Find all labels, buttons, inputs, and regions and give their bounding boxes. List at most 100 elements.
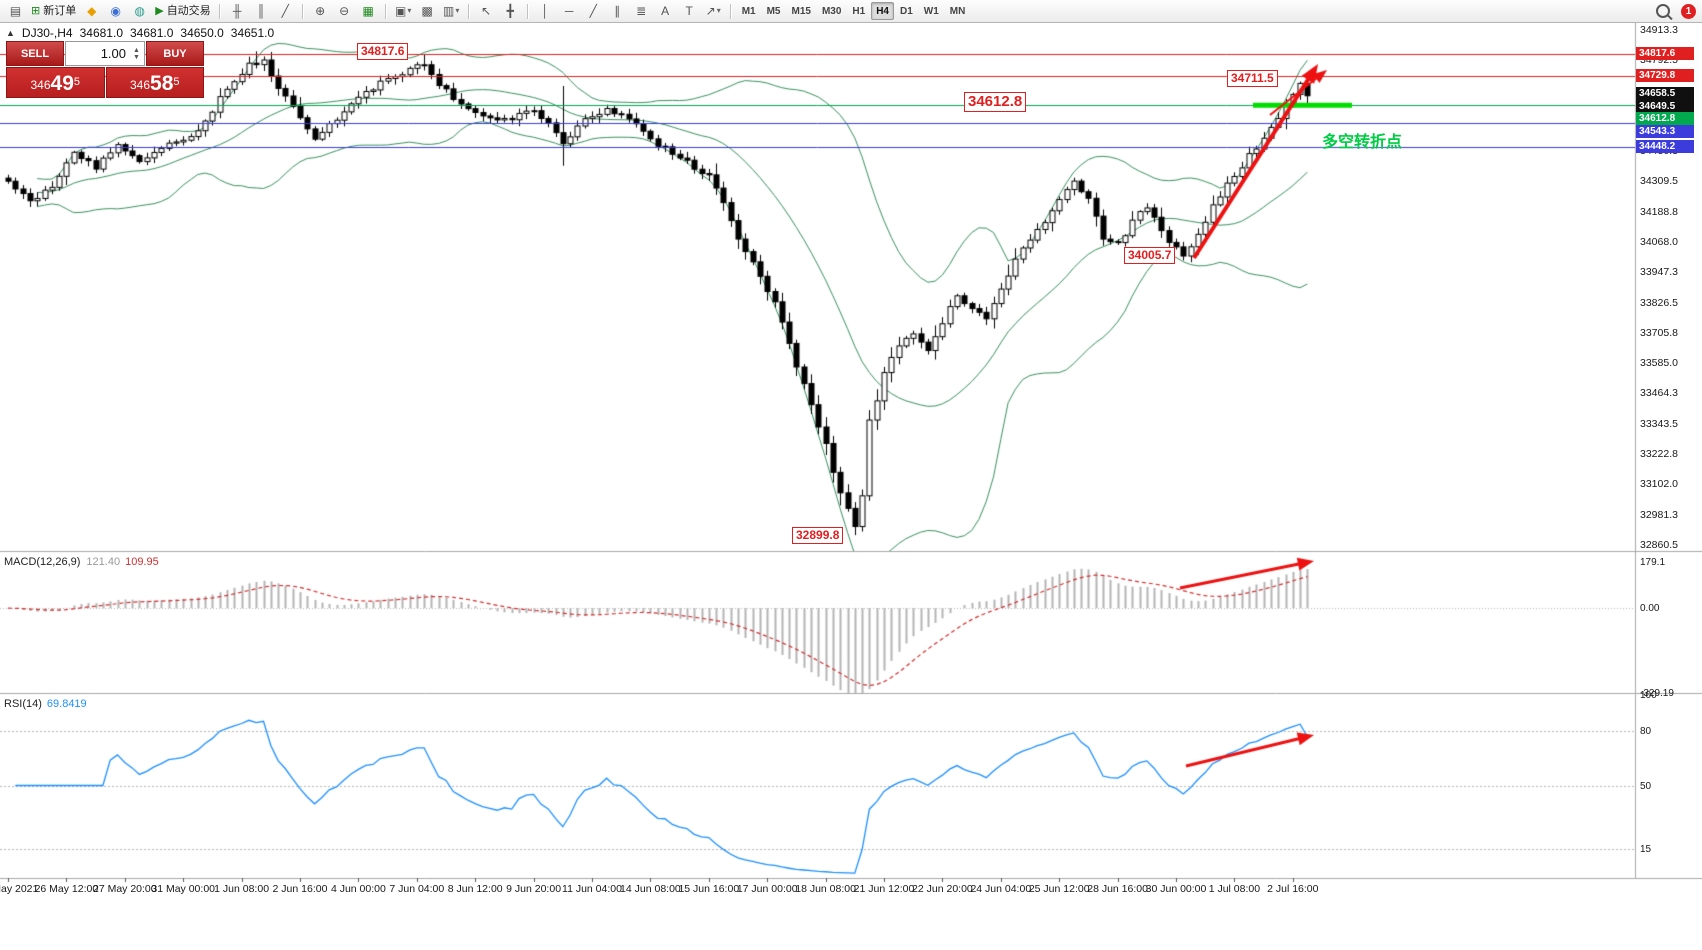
toolbar-separator	[218, 3, 221, 19]
price-axis-tick: 33222.8	[1640, 448, 1678, 461]
dropdown-arrow-icon: ▾	[716, 6, 721, 15]
price-axis-tick: 33343.5	[1640, 417, 1678, 430]
price-axis-tick: 33826.5	[1640, 296, 1678, 309]
new-order-button[interactable]: ⊞ 新订单	[28, 1, 79, 21]
channel-tool-icon[interactable]: ∥	[614, 4, 621, 18]
tile-windows-icon[interactable]: ▣ ▾	[395, 4, 412, 18]
timeframe-mn-button[interactable]: MN	[949, 5, 966, 17]
vertical-line-tool-icon[interactable]: │	[541, 4, 549, 18]
bar-chart-type-icon[interactable]: ╫	[232, 4, 242, 18]
macd-signal-value: 109.95	[125, 556, 159, 568]
price-axis-tick: 33585.0	[1640, 357, 1678, 370]
search-icon[interactable]	[1656, 4, 1670, 18]
price-axis-tick: 34309.5	[1640, 175, 1678, 188]
toolbar-separator	[467, 3, 470, 19]
level-price-box: 34543.3	[1636, 124, 1694, 138]
text-tool-icon[interactable]: A	[661, 4, 670, 18]
level-price-box: 34817.6	[1636, 47, 1694, 61]
lot-size-input[interactable]	[66, 45, 128, 62]
time-axis-label: 18 Jun 08:00	[795, 883, 856, 895]
price-callout: 34612.8	[964, 92, 1027, 112]
symbol-icon: ▲	[6, 28, 15, 38]
data-window-icon[interactable]: ◍	[134, 4, 145, 18]
lot-decrease-icon[interactable]: ▼	[133, 53, 140, 61]
timeframe-w1-button[interactable]: W1	[923, 5, 939, 17]
time-axis-label: 1 Jun 08:00	[214, 883, 270, 895]
new-order-icon: ⊞	[31, 5, 41, 17]
timeframe-h4-button[interactable]: H4	[871, 2, 894, 20]
price-callout: 34817.6	[357, 43, 409, 60]
time-axis-label: 25 May 2021	[0, 883, 39, 895]
autotrade-label: 自动交易	[166, 5, 211, 17]
rsi-value: 69.8419	[46, 698, 87, 710]
timeframe-m30-button[interactable]: M30	[821, 5, 842, 17]
autotrade-play-icon: ▶	[155, 5, 164, 17]
cursor-icon[interactable]: ↖	[481, 4, 492, 18]
timeframe-m1-button[interactable]: M1	[741, 5, 756, 17]
sell-button[interactable]: SELL	[6, 41, 64, 66]
time-axis-label: 2 Jun 16:00	[272, 883, 328, 895]
crosshair-icon[interactable]: ╋	[506, 4, 514, 18]
time-axis-label: 8 Jun 12:00	[447, 883, 503, 895]
timeframe-m5-button[interactable]: M5	[766, 5, 781, 17]
trendline-tool-icon[interactable]: ╱	[589, 4, 597, 18]
time-axis-label: 1 Jul 08:00	[1208, 883, 1261, 895]
time-axis-label: 11 Jun 04:00	[562, 883, 622, 895]
label-tool-icon[interactable]: T	[685, 4, 693, 18]
buy-price[interactable]: 346 58 5	[105, 67, 204, 98]
price-callout: 34711.5	[1227, 70, 1278, 87]
time-axis-label: 24 Jun 04:00	[970, 883, 1032, 895]
price-axis-tick: 32981.3	[1640, 508, 1678, 521]
line-chart-type-icon[interactable]: ╱	[281, 4, 289, 18]
grid-icon[interactable]: ▦	[362, 4, 374, 18]
toolbar-separator	[384, 3, 387, 19]
zoom-out-icon[interactable]: ⊖	[339, 4, 350, 18]
autotrade-button[interactable]: ▶ 自动交易	[152, 1, 213, 21]
lot-size-field[interactable]: ▲ ▼	[65, 41, 145, 66]
metaquotes-icon[interactable]: ◆	[87, 4, 97, 18]
macd-main-value: 121.40	[86, 556, 121, 568]
time-axis-label: 27 May 20:00	[92, 883, 157, 895]
time-axis-label: 4 Jun 00:00	[330, 883, 386, 895]
macd-label: MACD(12,26,9) 121.40 109.95	[4, 556, 159, 568]
market-watch-icon[interactable]: ◉	[110, 4, 121, 18]
symbol-period: DJ30-,H4	[21, 26, 73, 40]
bid-price-box: 34649.5	[1636, 99, 1694, 113]
timeframe-h1-button[interactable]: H1	[852, 5, 866, 17]
macd-axis-tick: 0.00	[1640, 603, 1660, 615]
price-axis-tick: 34913.3	[1640, 23, 1678, 36]
lot-increase-icon[interactable]: ▲	[133, 46, 140, 54]
notification-badge[interactable]: 1	[1681, 3, 1696, 19]
dropdown-arrow-icon: ▾	[407, 6, 412, 15]
price-high: 34681.0	[130, 26, 174, 40]
price-close: 34651.0	[230, 26, 275, 40]
price-axis-tick: 34188.8	[1640, 205, 1678, 218]
candle-chart-type-icon[interactable]: ║	[256, 4, 266, 18]
new-order-label: 新订单	[43, 5, 77, 17]
price-open: 34681.0	[79, 26, 123, 40]
chart-info-line: ▲ DJ30-,H4 34681.0 34681.0 34650.0 34651…	[6, 26, 274, 40]
sell-price[interactable]: 346 49 5	[6, 67, 105, 98]
fibonacci-tool-icon[interactable]: ≣	[636, 4, 647, 18]
timeframe-m15-button[interactable]: M15	[791, 5, 811, 17]
time-axis-label: 2 Jul 16:00	[1267, 883, 1319, 895]
buy-button[interactable]: BUY	[146, 41, 204, 66]
toolbar-separator	[729, 3, 732, 19]
time-axis-label: 25 Jun 12:00	[1028, 883, 1090, 895]
cascade-windows-icon[interactable]: ▩	[421, 4, 433, 18]
horizontal-line-tool-icon[interactable]: ─	[564, 4, 574, 18]
timeframe-d1-button[interactable]: D1	[900, 5, 913, 17]
time-axis-label: 14 Jun 08:00	[620, 883, 681, 895]
arrows-tool-icon[interactable]: ↗ ▾	[705, 4, 721, 18]
chart-window-icon[interactable]: ▤	[9, 4, 22, 18]
time-axis-label: 7 Jun 04:00	[389, 883, 445, 895]
zoom-in-icon[interactable]: ⊕	[315, 4, 326, 18]
toolbar-separator	[526, 3, 529, 19]
price-low: 34650.0	[180, 26, 224, 40]
arrange-windows-icon[interactable]: ▥ ▾	[443, 4, 460, 18]
time-axis-label: 17 Jun 00:00	[736, 883, 798, 895]
level-price-box: 34448.2	[1636, 140, 1694, 154]
turning-point-annotation: 多空转折点	[1322, 134, 1403, 151]
